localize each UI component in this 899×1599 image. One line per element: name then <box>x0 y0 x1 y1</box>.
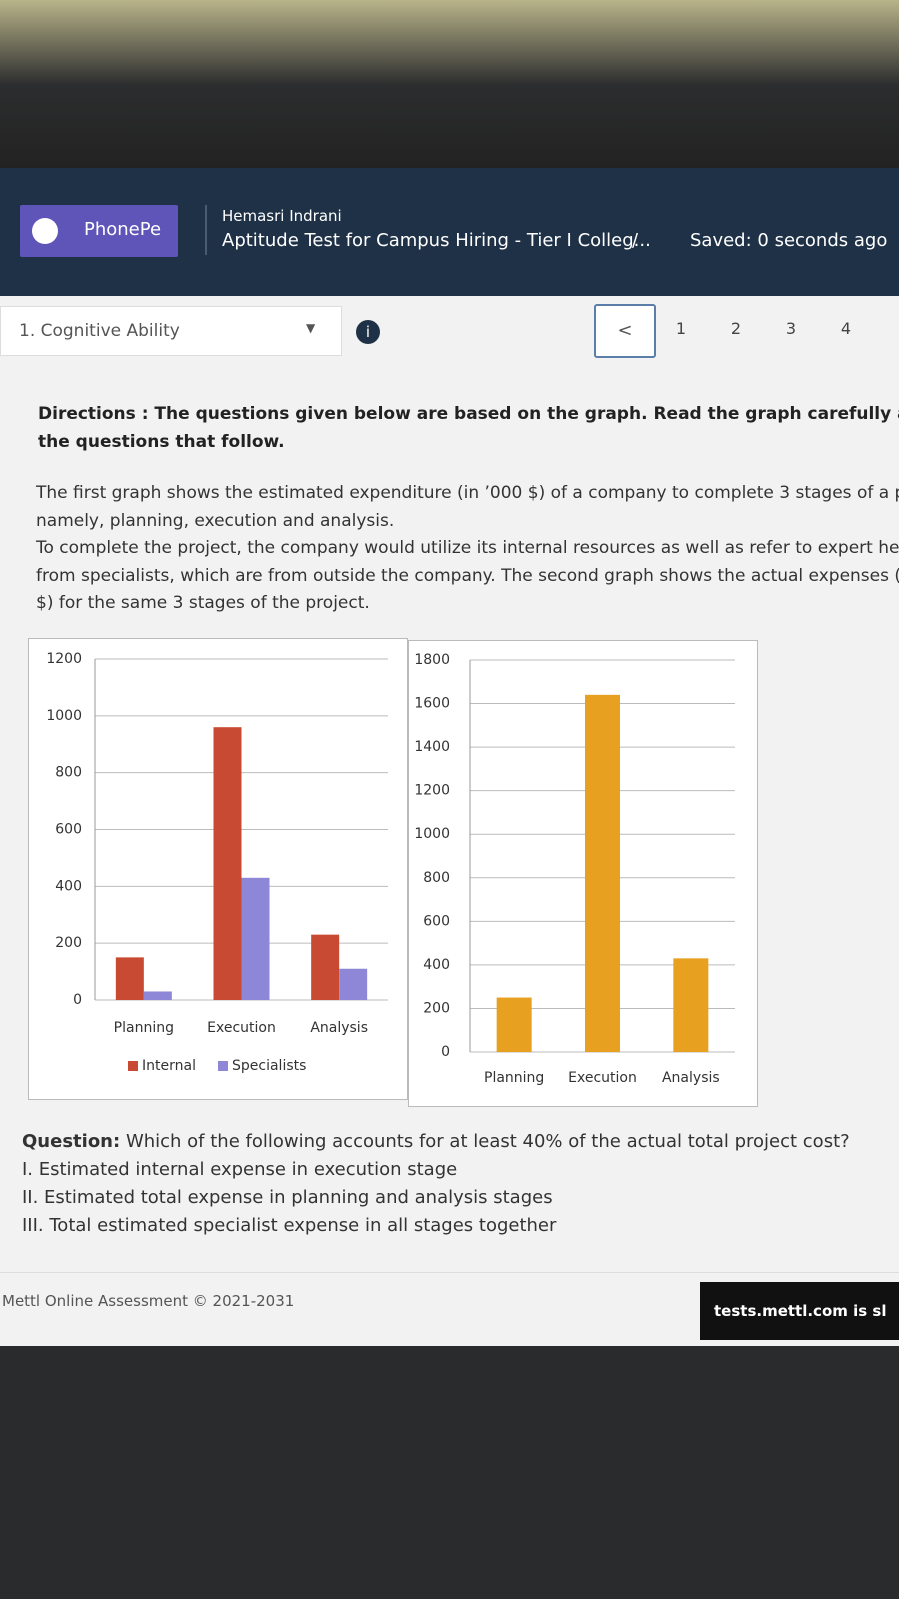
question: Question: Which of the following account… <box>22 1128 850 1240</box>
x-tick-label: Analysis <box>662 1070 720 1086</box>
legend-swatch <box>218 1061 228 1071</box>
question-label: Question: <box>22 1131 121 1152</box>
y-tick-label: 400 <box>423 957 450 973</box>
x-tick-label: Execution <box>568 1070 637 1086</box>
page-number[interactable]: 3 <box>785 319 797 338</box>
brand: PhonePe <box>84 219 162 240</box>
divider <box>205 205 207 255</box>
bar <box>143 991 172 1000</box>
x-tick-label: Planning <box>484 1070 544 1086</box>
section: 1. Cognitive Ability <box>19 321 180 341</box>
prev-button[interactable]: < <box>594 304 656 358</box>
y-tick-label: 400 <box>55 878 82 894</box>
directions: Directions : The questions given below a… <box>38 400 899 456</box>
option: II. Estimated total expense in planning … <box>22 1187 553 1208</box>
x-tick-label: Analysis <box>310 1020 368 1036</box>
directions-label: Directions : <box>38 404 149 424</box>
y-tick-label: 0 <box>441 1044 450 1060</box>
test-title: Aptitude Test for Campus Hiring - Tier I… <box>222 230 651 251</box>
x-tick-label: Execution <box>207 1020 276 1036</box>
y-tick-label: 0 <box>73 992 82 1008</box>
intro-line: $) for the same 3 stages of the project. <box>36 593 370 613</box>
bar <box>339 968 368 1000</box>
y-tick-label: 800 <box>55 765 82 781</box>
banner: tests.mettl.com is sl <box>700 1282 899 1340</box>
option: III. Total estimated specialist expense … <box>22 1215 557 1236</box>
bar <box>311 934 340 1000</box>
bar <box>241 877 270 1000</box>
bar <box>585 694 620 1052</box>
footer-rule <box>0 1272 899 1273</box>
directions-line: The questions given below are based on t… <box>154 404 899 424</box>
dropdown-arrow: ▼ <box>306 321 316 335</box>
chart: 0 200 400 600 800 1000 1200 1400 1600 1800 Plannin… <box>414 652 735 1086</box>
copyright: Mettl Online Assessment © 2021-2031 <box>2 1292 295 1310</box>
y-tick-label: 1400 <box>414 739 450 755</box>
y-tick-label: 1000 <box>46 708 82 724</box>
y-tick-label: 1200 <box>414 783 450 799</box>
info-icon[interactable]: i <box>356 320 380 344</box>
x-tick-label: Planning <box>114 1020 174 1036</box>
page-number[interactable]: 2 <box>730 319 742 338</box>
y-tick-label: 200 <box>423 1000 450 1016</box>
directions-line: the questions that follow. <box>38 432 285 452</box>
user-name: Hemasri Indrani <box>222 207 342 225</box>
y-tick-label: 1200 <box>46 651 82 667</box>
option: I. Estimated internal expense in executi… <box>22 1159 458 1180</box>
page-number[interactable]: 1 <box>675 319 687 338</box>
y-tick-label: 1600 <box>414 696 450 712</box>
intro-line: from specialists, which are from outside… <box>36 565 899 586</box>
bar <box>673 958 709 1052</box>
bar <box>115 957 144 1000</box>
saved-status: Saved: 0 seconds ago <box>690 230 888 251</box>
question-text: Which of the following accounts for at l… <box>125 1131 850 1152</box>
legend-label: Specialists <box>232 1058 306 1074</box>
y-tick-label: 600 <box>55 822 82 838</box>
bar <box>213 727 242 1000</box>
separator: / <box>632 230 639 251</box>
brand-box[interactable]: PhonePe <box>20 205 178 257</box>
y-tick-label: 1000 <box>414 826 450 842</box>
bar <box>496 997 532 1052</box>
section-select[interactable]: 1. Cognitive Ability ▼ <box>0 306 342 356</box>
y-tick-label: 600 <box>423 913 450 929</box>
intro-line: namely, planning, execution and analysis… <box>36 510 395 531</box>
intro-line: To complete the project, the company wou… <box>36 538 899 558</box>
intro: The first graph shows the estimated expe… <box>36 480 899 618</box>
page-number[interactable]: 4 <box>840 319 852 338</box>
intro-line: The first graph shows the estimated expe… <box>36 483 899 503</box>
legend-swatch <box>128 1061 138 1071</box>
brand-logo <box>32 218 58 244</box>
legend-label: Internal <box>142 1058 196 1074</box>
photo-top <box>0 0 899 170</box>
y-tick-label: 200 <box>55 935 82 951</box>
y-tick-label: 1800 <box>414 652 450 668</box>
y-tick-label: 800 <box>423 870 450 886</box>
chart: 0 200 400 600 800 1000 1200 Planning Execution An… <box>46 651 388 1074</box>
